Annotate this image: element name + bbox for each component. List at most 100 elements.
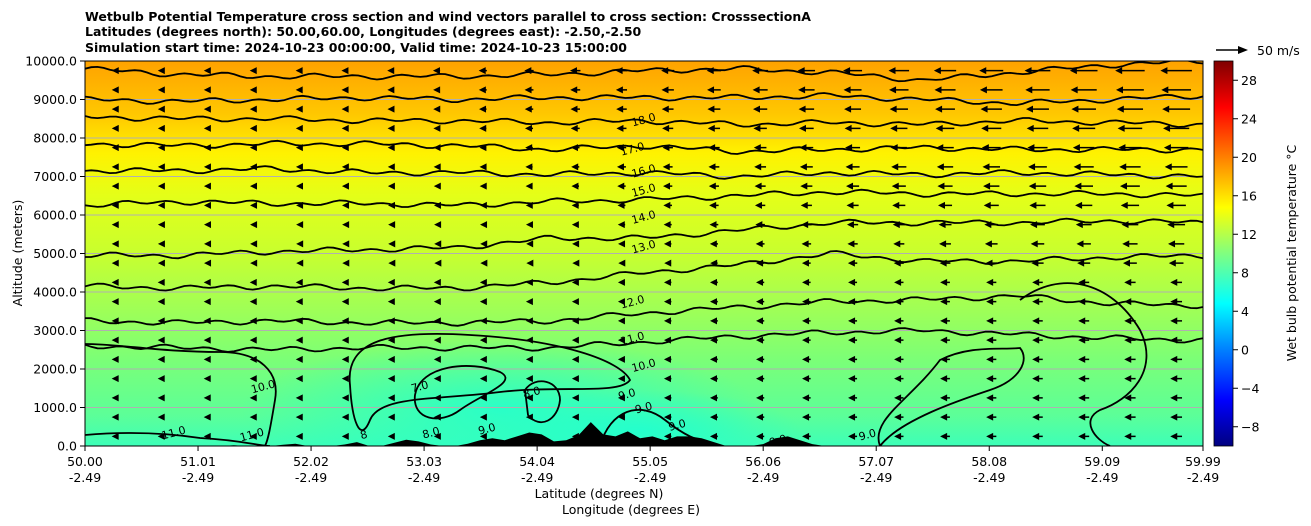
- wind-vector: [615, 67, 628, 75]
- wind-vector: [756, 375, 765, 383]
- wind-vector: [1121, 221, 1139, 229]
- wind-vector: [433, 163, 441, 171]
- wind-vector: [892, 221, 905, 229]
- contour-line-19: [85, 61, 1203, 83]
- wind-vector: [1168, 240, 1185, 248]
- wind-vector: [1165, 182, 1187, 190]
- wind-vector: [387, 182, 395, 190]
- wind-vector: [525, 355, 533, 363]
- wind-vector: [663, 298, 672, 306]
- wind-vector: [203, 317, 211, 325]
- wind-vector: [940, 432, 950, 440]
- wind-vector: [203, 355, 211, 363]
- wind-vector: [203, 124, 211, 132]
- wind-vector: [848, 278, 858, 286]
- wind-vector: [249, 278, 257, 286]
- wind-vector: [157, 201, 165, 209]
- chart-title-line-1: Wetbulb Potential Temperature cross sect…: [85, 9, 811, 24]
- contour-closed-8: [524, 380, 561, 424]
- wind-vector: [1170, 317, 1183, 325]
- wind-vector: [525, 394, 533, 402]
- wind-vector: [1161, 86, 1191, 94]
- wind-vector: [846, 182, 860, 190]
- wind-vector: [844, 105, 862, 113]
- wind-vector: [1078, 278, 1090, 286]
- colorbar-ticks: −8 −4 0 4 8 12 16 20 24 28: [1233, 73, 1259, 434]
- wind-vector: [846, 221, 859, 229]
- contour-label: 13.0: [630, 238, 657, 257]
- wind-vector: [525, 201, 533, 209]
- wind-vector: [388, 240, 396, 248]
- wind-vector: [479, 317, 487, 325]
- wind-vector: [111, 67, 119, 75]
- wind-vector: [433, 375, 441, 383]
- wind-vector: [571, 163, 580, 171]
- wind-vector: [1072, 124, 1096, 132]
- contour-label: 8: [359, 428, 369, 442]
- wind-vector: [432, 67, 441, 75]
- wind-vector: [433, 86, 441, 94]
- wind-vector: [387, 336, 395, 344]
- wind-vector: [296, 201, 304, 209]
- x-tick-label-lon: -2.49: [408, 470, 440, 485]
- wind-vector: [203, 144, 211, 152]
- wind-vector: [479, 163, 487, 171]
- wind-vector: [662, 163, 673, 171]
- wind-vector: [249, 144, 257, 152]
- wind-vector: [111, 298, 119, 306]
- wind-vector: [940, 336, 950, 344]
- wind-vector: [1124, 375, 1136, 383]
- wind-vector: [889, 86, 909, 94]
- wind-vector: [709, 201, 719, 209]
- wind-vector: [617, 221, 626, 229]
- wind-vector: [1032, 336, 1043, 344]
- wind-vector: [1032, 413, 1043, 421]
- wind-vector: [203, 278, 211, 286]
- wind-vector: [1078, 336, 1090, 344]
- wind-vector: [249, 105, 257, 113]
- wind-vector: [617, 182, 626, 190]
- x-tick-label-lon: -2.49: [634, 470, 666, 485]
- wind-vector: [571, 432, 579, 440]
- wind-vector: [802, 336, 811, 344]
- wind-vector: [984, 240, 998, 248]
- wind-vector: [893, 240, 905, 248]
- wind-vector: [249, 182, 257, 190]
- wind-vector: [479, 432, 487, 440]
- contour-label: 10.0: [630, 356, 657, 375]
- wind-vector: [525, 182, 533, 190]
- wind-vector: [709, 413, 718, 421]
- x-tick-label-lat: 54.04: [519, 454, 555, 469]
- wind-vector: [1124, 355, 1136, 363]
- wind-vector: [798, 86, 815, 94]
- wind-vector: [157, 144, 165, 152]
- wind-vector: [937, 201, 953, 209]
- wind-vector: [1078, 317, 1090, 325]
- colorbar-tick-label: 24: [1241, 111, 1257, 126]
- wind-vector: [1119, 163, 1141, 171]
- wind-vector: [250, 240, 258, 248]
- wind-vector: [203, 298, 211, 306]
- colorbar: [1213, 60, 1234, 447]
- contour-label: 8.0: [522, 384, 542, 401]
- wind-vector: [157, 336, 165, 344]
- wind-vector: [295, 144, 303, 152]
- wind-vector: [800, 182, 813, 190]
- x-tick-label-lon: -2.49: [182, 470, 214, 485]
- wind-vector: [1170, 394, 1183, 402]
- wind-vector: [111, 105, 119, 113]
- contour-line-10: [85, 327, 1203, 353]
- wind-vector: [157, 163, 165, 171]
- wind-vector: [433, 336, 441, 344]
- colorbar-tick-label: 16: [1241, 188, 1257, 203]
- wind-vector: [802, 413, 811, 421]
- wind-vector: [204, 240, 212, 248]
- wind-vector: [1070, 86, 1097, 94]
- wind-vector: [478, 67, 487, 75]
- wind-vector: [846, 201, 859, 209]
- wind-vector: [1030, 221, 1045, 229]
- wind-vector: [1170, 336, 1183, 344]
- wind-vector: [479, 278, 487, 286]
- wind-vector: [985, 259, 997, 267]
- y-tick-label: 10000.0: [25, 54, 77, 69]
